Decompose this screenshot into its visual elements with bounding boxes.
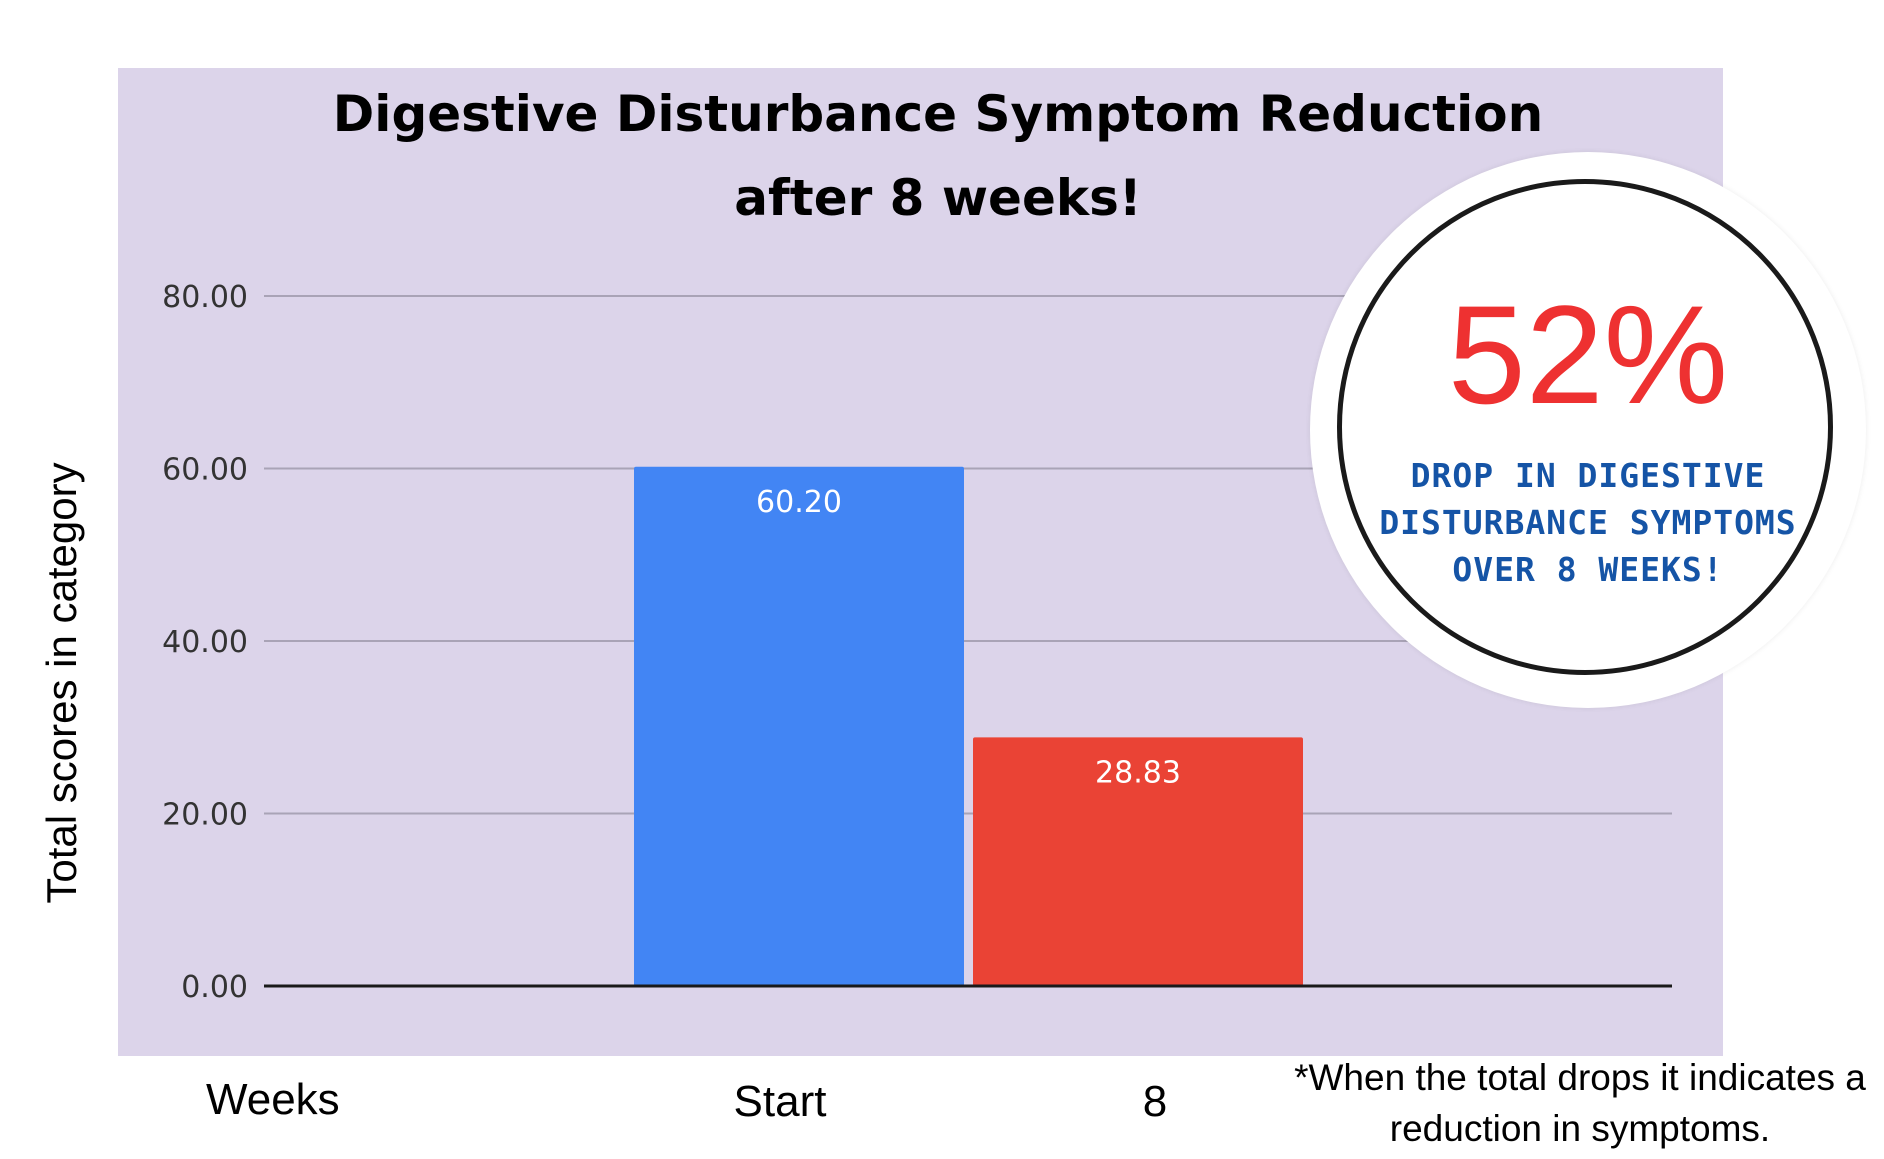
data-label-start: 60.20 <box>756 485 842 520</box>
y-tick-label-20: 20.00 <box>162 798 248 833</box>
y-tick-label-60: 60.00 <box>162 453 248 488</box>
footnote: *When the total drops it indicates a red… <box>1294 1057 1866 1149</box>
x-category-label-8: 8 <box>1142 1077 1168 1126</box>
y-axis-label: Total scores in category <box>38 462 85 904</box>
data-label-8: 28.83 <box>1095 755 1181 790</box>
badge-text: DROP IN DIGESTIVE DISTURBANCE SYMPTOMS O… <box>1379 456 1797 589</box>
x-category-label-start: Start <box>733 1077 827 1126</box>
x-axis-label: Weeks <box>206 1075 340 1124</box>
y-tick-label-80: 80.00 <box>162 280 248 315</box>
bar-8 <box>973 737 1303 986</box>
badge-ring <box>1337 179 1833 675</box>
y-tick-label-40: 40.00 <box>162 625 248 660</box>
badge-percent: 52% <box>1447 276 1729 433</box>
percentage-badge: 52% DROP IN DIGESTIVE DISTURBANCE SYMPTO… <box>1310 152 1866 708</box>
bar-start <box>634 466 964 986</box>
chart-title: Digestive Disturbance Symptom Reduction … <box>332 85 1544 227</box>
y-tick-label-0: 0.00 <box>181 970 248 1005</box>
